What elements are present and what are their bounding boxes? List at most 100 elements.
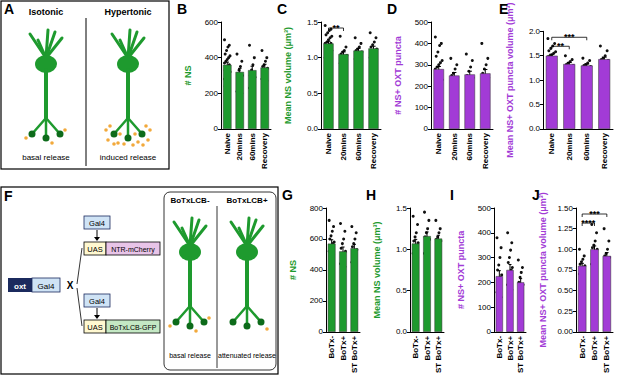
svg-text:ST BoTx+: ST BoTx+ [434, 336, 443, 373]
svg-text:200: 200 [205, 89, 219, 98]
svg-text:BoTx-: BoTx- [411, 336, 420, 359]
svg-text:600: 600 [205, 18, 219, 27]
svg-text:20mins: 20mins [339, 132, 348, 160]
svg-text:Gal4: Gal4 [38, 282, 55, 291]
svg-text:C: C [277, 1, 287, 17]
svg-text:Gal4: Gal4 [89, 297, 105, 306]
svg-text:ST BoTx+: ST BoTx+ [516, 336, 525, 373]
svg-text:attenuated release: attenuated release [218, 352, 276, 359]
svg-text:**: ** [557, 41, 565, 51]
svg-text:Mean NS volume (μm³): Mean NS volume (μm³) [372, 221, 382, 318]
svg-text:1.5: 1.5 [529, 51, 541, 60]
svg-text:G: G [282, 187, 293, 203]
svg-text:60mins: 60mins [582, 132, 591, 160]
svg-text:400: 400 [205, 53, 219, 62]
svg-text:400: 400 [478, 228, 492, 237]
svg-text:Mean NS+ OXT puncta volume (μm: Mean NS+ OXT puncta volume (μm³) [538, 192, 548, 347]
svg-text:basal release: basal release [22, 153, 70, 162]
svg-text:B: B [177, 1, 187, 17]
svg-text:20mins: 20mins [235, 132, 244, 160]
svg-text:BoTx+: BoTx+ [506, 336, 515, 361]
svg-text:F: F [4, 188, 13, 204]
svg-text:UAS: UAS [87, 245, 102, 254]
svg-text:I: I [450, 187, 454, 203]
svg-text:D: D [387, 1, 397, 17]
svg-text:Recovery: Recovery [260, 132, 269, 169]
svg-text:100: 100 [478, 303, 492, 312]
svg-text:BoTxLCB-GFP: BoTxLCB-GFP [110, 324, 157, 331]
svg-text:oxt: oxt [14, 282, 26, 291]
svg-text:Mean NS volume (μm³): Mean NS volume (μm³) [283, 27, 293, 124]
svg-text:Recovery: Recovery [369, 132, 378, 169]
svg-text:0.00: 0.00 [557, 327, 573, 336]
svg-text:60mins: 60mins [354, 132, 363, 160]
svg-text:Gal4: Gal4 [89, 219, 105, 228]
svg-text:UAS: UAS [87, 323, 102, 332]
svg-text:20mins: 20mins [450, 132, 459, 160]
svg-text:# NS: # NS [183, 65, 193, 85]
svg-text:800: 800 [310, 204, 324, 213]
svg-text:500: 500 [415, 18, 429, 27]
svg-text:BoTxLCB+: BoTxLCB+ [226, 196, 267, 205]
svg-text:1.0: 1.0 [529, 76, 541, 85]
svg-text:J: J [532, 187, 540, 203]
svg-text:E: E [499, 1, 508, 17]
svg-text:0: 0 [214, 124, 219, 133]
svg-text:BoTx+: BoTx+ [339, 336, 348, 361]
svg-text:0.5: 0.5 [529, 100, 541, 109]
svg-text:0: 0 [424, 124, 429, 133]
svg-text:# NS+ OXT puncta: # NS+ OXT puncta [393, 35, 403, 114]
svg-text:60mins: 60mins [248, 132, 257, 160]
svg-text:0.75: 0.75 [557, 265, 573, 274]
svg-text:400: 400 [310, 265, 324, 274]
svg-text:Naive: Naive [434, 132, 443, 154]
svg-text:ST BoTx+: ST BoTx+ [602, 336, 611, 373]
svg-text:BoTx-: BoTx- [327, 336, 336, 359]
svg-text:1.25: 1.25 [557, 224, 573, 233]
svg-text:300: 300 [415, 60, 429, 69]
svg-text:100: 100 [415, 103, 429, 112]
svg-text:1.50: 1.50 [557, 204, 573, 213]
svg-text:60mins: 60mins [465, 132, 474, 160]
svg-text:0.50: 0.50 [557, 286, 573, 295]
svg-text:1.00: 1.00 [557, 245, 573, 254]
svg-text:200: 200 [478, 278, 492, 287]
svg-text:1.0: 1.0 [307, 53, 319, 62]
svg-text:basal release: basal release [169, 352, 211, 359]
svg-text:0: 0 [319, 327, 324, 336]
svg-text:***: *** [589, 209, 600, 219]
svg-text:NTR-mCherry: NTR-mCherry [111, 246, 155, 254]
svg-text:1.5: 1.5 [307, 18, 319, 27]
svg-text:0.5: 0.5 [307, 89, 319, 98]
svg-text:0.25: 0.25 [557, 307, 573, 316]
svg-text:2.0: 2.0 [529, 27, 541, 36]
svg-text:Mean NS+ OXT puncta volume (μm: Mean NS+ OXT puncta volume (μm³) [505, 2, 515, 157]
svg-text:induced release: induced release [100, 153, 157, 162]
svg-text:A: A [4, 1, 14, 17]
svg-text:# NS: # NS [288, 260, 298, 280]
svg-text:# NS+ OXT puncta: # NS+ OXT puncta [456, 230, 466, 309]
svg-text:Recovery: Recovery [600, 132, 609, 169]
svg-text:Recovery: Recovery [481, 132, 490, 169]
svg-text:600: 600 [310, 234, 324, 243]
svg-text:ST BoTx+: ST BoTx+ [350, 336, 359, 373]
svg-text:0.0: 0.0 [396, 327, 408, 336]
svg-text:20mins: 20mins [565, 132, 574, 160]
svg-text:400: 400 [415, 39, 429, 48]
svg-text:0: 0 [487, 327, 492, 336]
svg-text:1.5: 1.5 [396, 204, 408, 213]
svg-text:H: H [366, 187, 376, 203]
svg-text:BoTx+: BoTx+ [590, 336, 599, 361]
svg-text:BoTx-: BoTx- [495, 336, 504, 359]
svg-text:**: ** [332, 23, 340, 33]
svg-text:500: 500 [478, 204, 492, 213]
svg-text:Hypertonic: Hypertonic [104, 7, 151, 17]
svg-text:Naive: Naive [547, 132, 556, 154]
svg-text:BoTxLCB-: BoTxLCB- [170, 196, 209, 205]
svg-text:****: **** [581, 218, 596, 228]
svg-text:200: 200 [415, 82, 429, 91]
svg-text:1.0: 1.0 [396, 245, 408, 254]
svg-text:Naive: Naive [223, 132, 232, 154]
svg-text:BoTx+: BoTx+ [423, 336, 432, 361]
svg-text:***: *** [564, 32, 575, 42]
